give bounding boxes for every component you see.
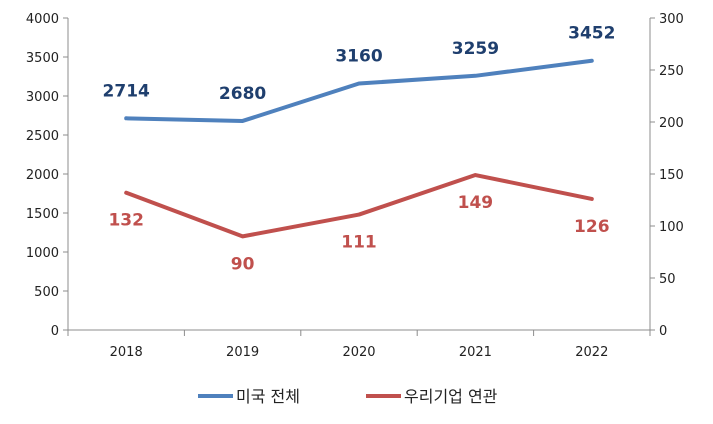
y-right-tick-label: 50	[659, 272, 676, 287]
y-left-tick-label: 0	[51, 324, 59, 339]
y-right-tick-label: 100	[659, 220, 684, 235]
y-left-tick-label: 2500	[26, 129, 59, 144]
data-label: 3452	[568, 24, 615, 44]
y-right-tick-label: 0	[659, 324, 667, 339]
chart-legend: 미국 전체 우리기업 연관	[198, 387, 498, 406]
x-tick-label: 2018	[110, 345, 143, 360]
data-label: 3259	[452, 39, 499, 59]
chart-axes: 0 500 1000 1500 2000 2500 3000 3500 4000 0 50 100 15…	[26, 12, 684, 339]
y-left-tick-label: 4000	[26, 12, 59, 27]
data-label: 111	[341, 233, 377, 253]
y-left-tick-label: 1000	[26, 246, 59, 261]
y-left-tick-label: 3500	[26, 51, 59, 66]
data-label: 90	[231, 254, 255, 274]
data-label: 2680	[219, 84, 266, 104]
x-tick-label: 2019	[226, 345, 259, 360]
x-tick-label: 2020	[342, 345, 375, 360]
x-tick-label: 2021	[459, 345, 492, 360]
series-line-1	[124, 58, 594, 123]
legend-label-1: 미국 전체	[236, 387, 300, 406]
series-line-2	[124, 173, 594, 239]
y-right-tick-label: 150	[659, 168, 684, 183]
y-left-tick-label: 1500	[26, 207, 59, 222]
data-labels: 2714 2680 3160 3259 3452 132 90 111 149 126	[103, 24, 616, 275]
series-lines	[124, 58, 594, 239]
y-right-tick-label: 300	[659, 12, 684, 27]
y-left-tick-label: 500	[34, 285, 59, 300]
legend-label-2: 우리기업 연관	[404, 387, 498, 406]
data-label: 2714	[103, 81, 150, 101]
y-right-tick-label: 250	[659, 64, 684, 79]
x-tick-label: 2022	[575, 345, 608, 360]
data-label: 132	[108, 211, 144, 231]
x-axis-ticks: 2018 2019 2020 2021 2022	[67, 330, 651, 360]
data-label: 3160	[335, 47, 382, 67]
data-label: 126	[574, 217, 610, 237]
y-left-tick-label: 3000	[26, 90, 59, 105]
data-label: 149	[458, 193, 494, 213]
y-right-tick-label: 200	[659, 116, 684, 131]
y-left-tick-label: 2000	[26, 168, 59, 183]
